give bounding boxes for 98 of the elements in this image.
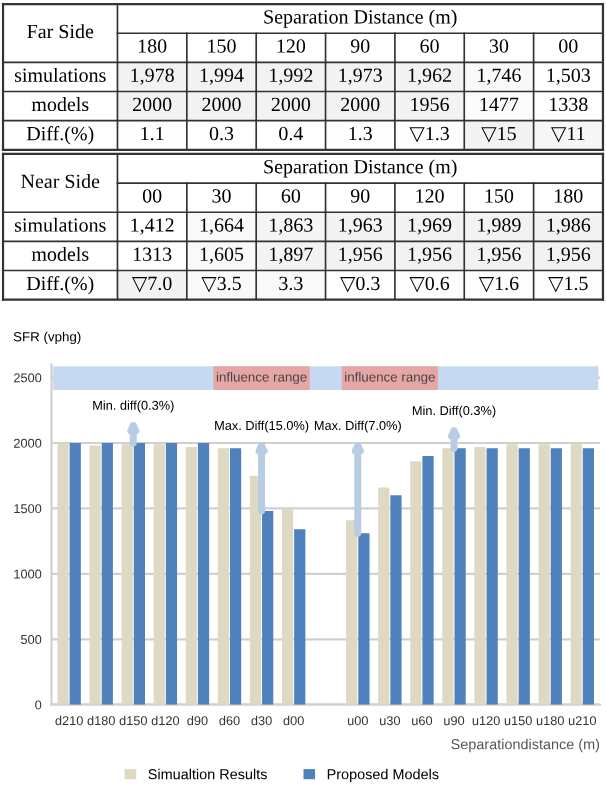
data-label: 1,664: [200, 218, 244, 235]
bar: [133, 443, 145, 705]
data-label: 1,986: [547, 218, 591, 235]
bar: [518, 448, 530, 705]
bar: [422, 456, 434, 705]
data-label: 1,605: [200, 247, 244, 264]
data-label: 2000: [133, 97, 172, 112]
y-tick-label: models: [31, 97, 89, 112]
y-tick-label: Diff.(%): [26, 275, 94, 295]
bar: [582, 448, 594, 705]
bar: [410, 461, 422, 705]
data-label: 1956: [411, 97, 449, 112]
bar: [197, 443, 210, 705]
bar: [101, 443, 113, 705]
data-label: 0.4: [279, 126, 304, 141]
x-tick-label: 30: [489, 39, 509, 53]
bar: [165, 443, 178, 705]
data-label: ▽3.5: [201, 276, 241, 293]
data-label: 0.3: [209, 126, 234, 141]
data-label: 1,897: [270, 247, 313, 264]
x-tick-label: 120: [416, 189, 444, 203]
data-label: 1,956: [339, 247, 383, 264]
bar: [538, 444, 550, 705]
data-label: ▽1.3: [409, 126, 449, 143]
data-label: 2000: [202, 97, 241, 112]
bar: [57, 443, 69, 705]
x-axis-title: Separation Distance (m): [264, 9, 457, 28]
bar: [262, 511, 274, 705]
data-label: ▽1.5: [548, 276, 588, 293]
data-label: 1,863: [270, 218, 313, 235]
bar: [294, 529, 306, 705]
data-label: ▽0.6: [409, 276, 450, 293]
bar: [69, 443, 81, 705]
bar: [550, 448, 562, 705]
data-label: 1.3: [349, 126, 372, 141]
x-tick-label: 120: [277, 39, 306, 53]
data-label: 1.1: [141, 126, 164, 141]
bar: [506, 444, 518, 705]
bar: [153, 444, 165, 705]
data-label: 2000: [271, 97, 311, 112]
y-axis-title: Far Side: [27, 24, 94, 39]
x-tick-label: 180: [555, 189, 583, 203]
data-label: ▽0.3: [340, 276, 380, 293]
data-label: 1,956: [547, 247, 591, 264]
bar: [281, 508, 294, 705]
bar: [217, 448, 230, 705]
y-tick-label: simulations: [14, 67, 106, 82]
bar: [454, 448, 466, 705]
bar: [230, 448, 242, 705]
data-label: 1477: [480, 97, 519, 111]
x-tick-label: 180: [138, 39, 167, 53]
bar: [185, 446, 197, 705]
x-tick-label: 150: [485, 189, 514, 203]
bar: [442, 448, 454, 705]
y-tick-label: simulations: [14, 217, 106, 232]
x-axis-title: Separation Distance (m): [264, 159, 457, 178]
x-tick-label: 00: [142, 189, 162, 203]
data-label: 1,978: [131, 68, 174, 85]
x-tick-label: 60: [420, 39, 439, 53]
bar: [121, 444, 133, 705]
data-label: 1,956: [408, 247, 452, 264]
bar: [486, 448, 498, 705]
bar: [249, 475, 262, 705]
data-label: 3.3: [279, 276, 303, 291]
data-label: 1,994: [200, 68, 244, 85]
bar: [378, 487, 390, 705]
x-tick-label: 90: [350, 189, 370, 203]
bar: [390, 495, 402, 705]
x-tick-label: 60: [281, 189, 301, 203]
bar: [89, 445, 101, 705]
data-label: 1,973: [339, 68, 382, 85]
data-label: 1,503: [547, 68, 591, 85]
x-tick-label: 150: [208, 39, 236, 53]
data-label: 1,992: [270, 68, 313, 85]
data-label: 1,746: [478, 68, 521, 85]
x-tick-label: 30: [212, 189, 231, 203]
data-label: 1,969: [408, 218, 452, 235]
data-label: 1338: [550, 97, 588, 112]
data-label: 2000: [341, 97, 380, 112]
data-label: 1,412: [131, 218, 174, 235]
bar: [346, 520, 358, 705]
data-label: ▽7.0: [132, 276, 172, 293]
data-label: 1,989: [478, 218, 521, 235]
data-label: 1,963: [339, 218, 382, 235]
data-label: ▽1.6: [478, 276, 519, 293]
x-tick-label: 00: [559, 39, 578, 53]
data-label: 1313: [133, 247, 172, 261]
data-label: 1,962: [408, 68, 451, 85]
x-tick-label: 90: [350, 39, 370, 53]
bar: [570, 444, 582, 705]
data-label: 1,956: [478, 247, 521, 264]
bar: [474, 446, 486, 705]
bar: [358, 533, 370, 705]
data-label: ▽15: [481, 126, 516, 143]
y-tick-label: Diff.(%): [26, 126, 94, 145]
y-axis-title: Near Side: [21, 173, 100, 189]
y-tick-label: models: [31, 246, 89, 261]
data-label: ▽11: [551, 126, 585, 143]
